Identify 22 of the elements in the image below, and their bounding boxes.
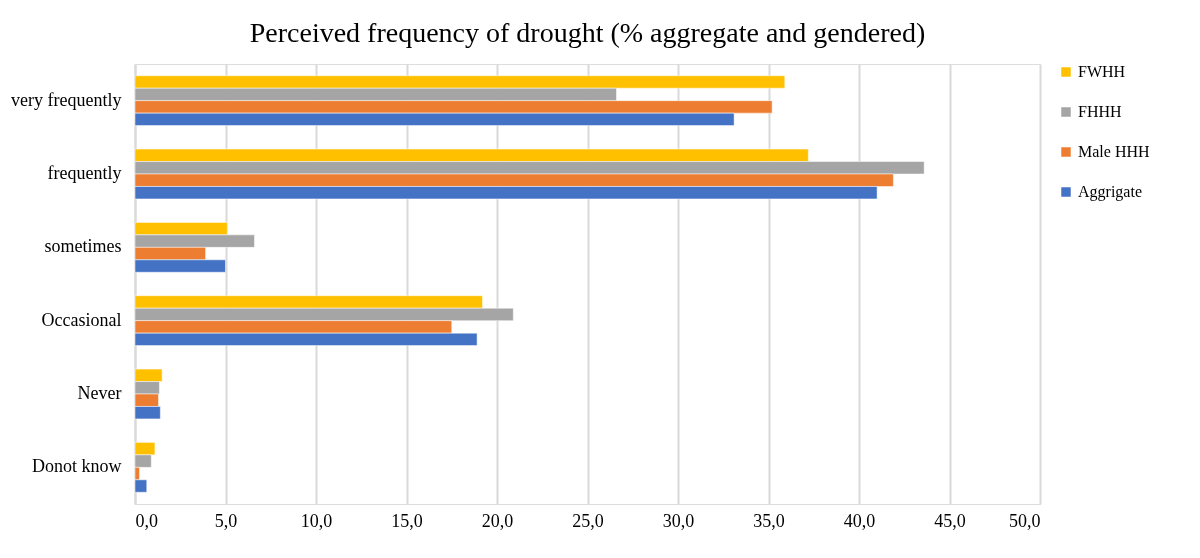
x-tick-label: 20,0 <box>481 510 514 531</box>
x-tick-label: 5,0 <box>214 510 238 531</box>
x-tick-label: 50,0 <box>1009 510 1041 531</box>
y-tick-label: very frequently <box>11 89 122 110</box>
x-tick-label: 15,0 <box>391 510 423 531</box>
legend-label: FWHH <box>1078 63 1126 80</box>
y-tick-label: Never <box>77 383 122 403</box>
x-tick-label: 25,0 <box>572 510 604 531</box>
chart-title: Perceived frequency of drought (% aggregate and gendered) <box>249 17 926 48</box>
x-tick-label: 0,0 <box>135 510 158 531</box>
x-tick-label: 40,0 <box>843 510 876 531</box>
legend-label: FHHH <box>1078 103 1123 120</box>
legend-label: Aggrigate <box>1078 183 1142 201</box>
y-tick-label: Donot know <box>32 456 122 477</box>
y-tick-label: sometimes <box>44 236 122 257</box>
x-tick-label: 35,0 <box>753 510 785 531</box>
x-tick-label: 10,0 <box>300 510 333 531</box>
x-tick-label: 30,0 <box>662 510 695 531</box>
y-tick-label: Occasional <box>41 309 122 330</box>
x-tick-label: 45,0 <box>934 510 966 531</box>
y-tick-label: frequently <box>47 163 122 183</box>
legend-label: Male HHH <box>1078 143 1150 160</box>
